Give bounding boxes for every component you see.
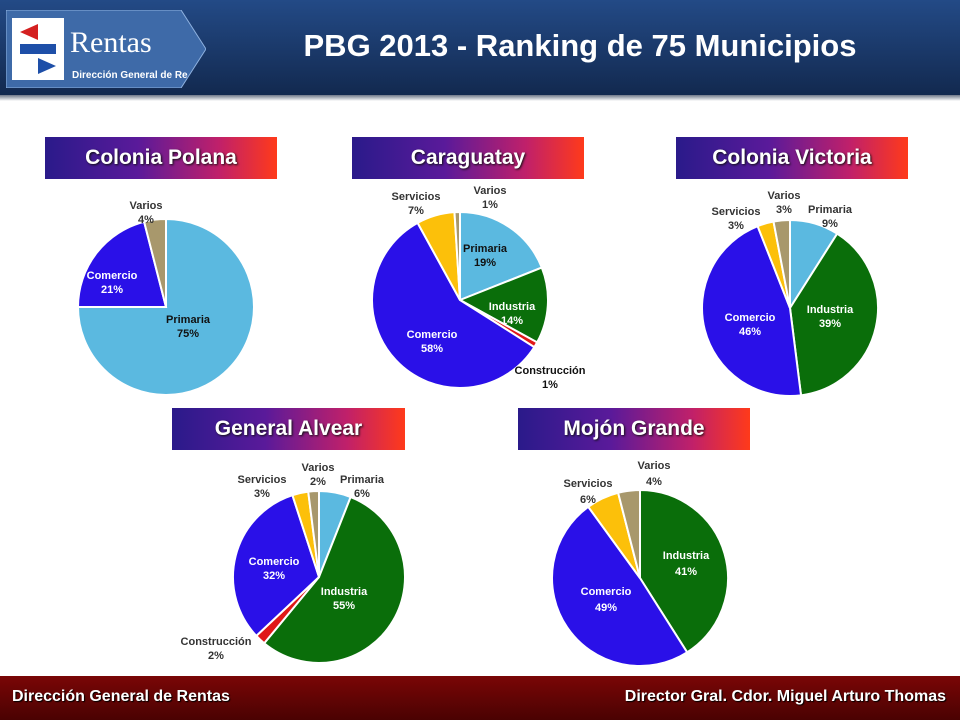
slice-label-comercio: Comercio: [87, 270, 138, 282]
header-divider: [0, 95, 960, 101]
page-title: PBG 2013 - Ranking de 75 Municipios: [303, 28, 857, 63]
pie-slice-comercio: [76, 220, 168, 308]
slice-value-varios: 2%: [310, 476, 326, 488]
slice-label-construccion: Construcción: [181, 636, 252, 648]
logo-brand: Rentas: [70, 26, 152, 59]
slice-label-primaria: Primaria: [808, 204, 853, 216]
logo-subtitle: Dirección General de Re: [72, 70, 188, 81]
chart-title-general-alvear: General Alvear: [172, 408, 405, 450]
slice-label-comercio: Comercio: [581, 586, 632, 598]
slice-label-servicios: Servicios: [392, 191, 441, 203]
slice-value-industria: 39%: [819, 318, 841, 330]
slice-value-comercio: 49%: [595, 602, 617, 614]
pie-slice-primaria: [459, 210, 544, 302]
pie-chart-colonia-victoria: Primaria 9% Industria 39% Comercio 46% Servici…: [701, 190, 879, 397]
chart-title-mojon-grande: Mojón Grande: [518, 408, 750, 450]
slice-value-comercio: 58%: [421, 343, 443, 355]
slice-label-construccion: Construcción: [515, 365, 586, 377]
slice-label-varios: Varios: [473, 185, 506, 197]
slice-label-varios: Varios: [637, 460, 670, 472]
slice-label-primaria: Primaria: [463, 243, 508, 255]
pie-chart-mojon-grande: Industria 41% Comercio 49% Servicios 6% Varios…: [551, 460, 729, 667]
pie-slice-industria: [788, 232, 879, 397]
slice-value-construccion: 1%: [542, 379, 558, 391]
slice-value-industria: 55%: [333, 600, 355, 612]
slice-label-comercio: Comercio: [249, 556, 300, 568]
pie-slice-industria: [262, 495, 406, 664]
slice-label-varios: Varios: [129, 200, 162, 212]
chart-title-caraguatay: Caraguatay: [352, 137, 584, 179]
pie-slice-comercio: [701, 224, 803, 397]
slice-label-servicios: Servicios: [564, 478, 613, 490]
slice-label-varios: Varios: [301, 462, 334, 474]
slice-label-industria: Industria: [321, 586, 368, 598]
slice-value-servicios: 6%: [580, 494, 596, 506]
pie-chart-general-alvear: Primaria 6% Industria 55% Construcción 2% Come…: [181, 462, 406, 664]
slice-label-comercio: Comercio: [407, 329, 458, 341]
footer-director: Director Gral. Cdor. Miguel Arturo Thoma…: [624, 688, 946, 705]
footer-bar: Dirección General de Rentas Director Gra…: [0, 676, 960, 720]
slice-label-servicios: Servicios: [712, 206, 761, 218]
slice-value-primaria: 6%: [354, 488, 370, 500]
slice-label-primaria: Primaria: [166, 314, 211, 326]
pie-slice-comercio: [232, 493, 321, 638]
slice-value-varios: 3%: [776, 204, 792, 216]
slice-value-primaria: 9%: [822, 218, 838, 230]
pie-chart-caraguatay: Primaria 19% Industria 14% Construcción 1% Com…: [371, 185, 586, 391]
slice-value-primaria: 19%: [474, 257, 496, 269]
slice-value-servicios: 3%: [254, 488, 270, 500]
pie-slice-varios: [616, 488, 641, 579]
slice-label-industria: Industria: [489, 301, 536, 313]
slice-label-industria: Industria: [807, 304, 854, 316]
slice-value-comercio: 21%: [101, 284, 123, 296]
slice-label-comercio: Comercio: [725, 312, 776, 324]
footer-organization: Dirección General de Rentas: [12, 688, 230, 705]
slice-label-varios: Varios: [767, 190, 800, 202]
slice-value-industria: 41%: [675, 566, 697, 578]
slice-label-industria: Industria: [663, 550, 710, 562]
pie-slice-comercio: [371, 221, 536, 389]
chart-title-colonia-polana: Colonia Polana: [45, 137, 277, 179]
slice-value-varios: 1%: [482, 199, 498, 211]
slice-value-construccion: 2%: [208, 650, 224, 662]
slice-label-servicios: Servicios: [238, 474, 287, 486]
pie-chart-colonia-polana: Primaria 75% Comercio 21% Varios 4%: [76, 200, 255, 396]
chart-title-colonia-victoria: Colonia Victoria: [676, 137, 908, 179]
logo-arrow-icon: [20, 24, 38, 40]
slice-value-varios: 4%: [138, 214, 154, 226]
pie-slice-comercio: [551, 505, 689, 667]
slice-value-comercio: 32%: [263, 570, 285, 582]
pie-slice-varios: [142, 217, 167, 308]
pie-slice-varios: [307, 489, 320, 578]
slice-value-servicios: 3%: [728, 220, 744, 232]
slice-label-primaria: Primaria: [340, 474, 385, 486]
rentas-logo: Rentas Dirección General de Re: [6, 10, 206, 88]
slice-value-primaria: 75%: [177, 328, 199, 340]
pie-slice-varios: [772, 218, 791, 309]
pie-slice-varios: [453, 210, 461, 301]
slice-value-industria: 14%: [501, 315, 523, 327]
pie-slice-industria: [457, 266, 549, 344]
slice-value-varios: 4%: [646, 476, 662, 488]
slice-value-servicios: 7%: [408, 205, 424, 217]
slice-value-comercio: 46%: [739, 326, 761, 338]
